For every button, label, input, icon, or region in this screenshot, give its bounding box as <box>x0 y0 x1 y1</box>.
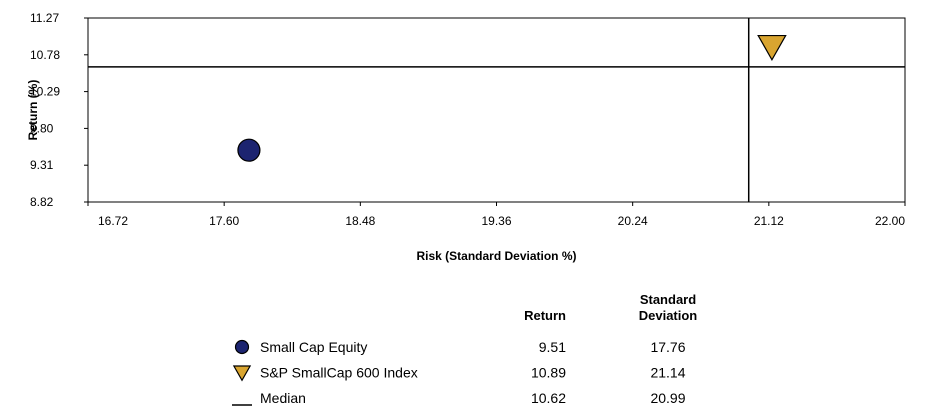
table-cell: 9.51 <box>539 339 566 355</box>
legend-label: Small Cap Equity <box>260 339 367 355</box>
y-tick-label: 10.29 <box>30 85 60 99</box>
table-cell: 21.14 <box>650 365 685 381</box>
plot-frame <box>87 17 906 203</box>
table-header: Return <box>524 308 566 323</box>
legend-marker <box>232 365 252 382</box>
point <box>757 34 787 61</box>
y-tick-label: 11.27 <box>30 11 59 25</box>
x-tick-label: 18.48 <box>345 214 375 228</box>
x-tick-label: 22.00 <box>875 214 905 228</box>
legend-label: Median <box>260 390 306 406</box>
x-axis-label: Risk (Standard Deviation %) <box>416 249 576 263</box>
y-tick-label: 9.31 <box>30 158 54 172</box>
table-cell: 10.89 <box>531 365 566 381</box>
x-tick-label: 16.72 <box>98 214 128 228</box>
table-cell: 10.62 <box>531 390 566 406</box>
x-tick-label: 19.36 <box>481 214 511 228</box>
y-tick-label: 8.82 <box>30 195 54 209</box>
table-header: Standard Deviation <box>639 292 698 323</box>
x-tick-label: 21.12 <box>754 214 784 228</box>
legend-marker <box>234 339 250 355</box>
x-tick-label: 20.24 <box>618 214 648 228</box>
point <box>237 138 261 162</box>
table-cell: 17.76 <box>650 339 685 355</box>
y-tick-label: 9.80 <box>30 121 54 135</box>
x-tick-label: 17.60 <box>209 214 239 228</box>
y-tick-label: 10.78 <box>30 48 60 62</box>
legend-label: S&P SmallCap 600 Index <box>260 365 418 381</box>
y-axis-label: Return (%) <box>26 80 40 141</box>
table-cell: 20.99 <box>650 390 685 406</box>
